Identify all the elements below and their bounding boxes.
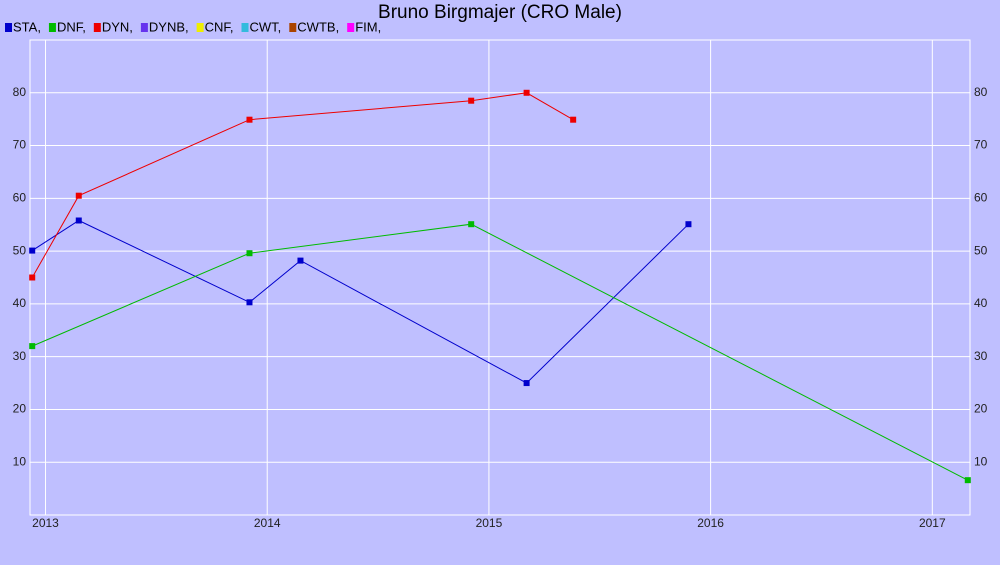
legend-swatch [289, 23, 297, 32]
data-point [468, 97, 475, 104]
y2-tick-label: 30 [974, 349, 988, 363]
data-point [570, 116, 577, 123]
y-tick-label: 40 [13, 296, 27, 310]
x-tick-label: 2016 [697, 516, 724, 530]
x-tick-label: 2015 [476, 516, 503, 530]
data-point [685, 221, 692, 228]
data-point [523, 89, 530, 96]
data-point [29, 247, 36, 254]
legend-swatch [48, 23, 56, 32]
data-point [246, 116, 253, 123]
legend-swatch [347, 23, 355, 32]
legend-swatch [5, 23, 12, 32]
data-point [75, 217, 82, 224]
y-tick-label: 10 [13, 454, 27, 468]
legend-label: CNF, [205, 19, 234, 34]
data-point [246, 250, 253, 257]
y2-tick-label: 50 [974, 243, 988, 257]
legend-label: DYNB, [149, 19, 189, 34]
data-point [468, 221, 475, 228]
data-point [75, 192, 82, 199]
y2-tick-label: 60 [974, 191, 988, 205]
legend-label: DNF, [57, 19, 86, 34]
x-tick-label: 2013 [32, 516, 59, 530]
data-point [246, 299, 253, 306]
data-point [29, 343, 36, 350]
legend-swatch [196, 23, 204, 32]
y2-tick-label: 10 [974, 454, 988, 468]
legend-swatch [241, 23, 249, 32]
legend-label: FIM, [355, 19, 381, 34]
legend-label: STA, [13, 19, 41, 34]
legend-label: CWTB, [297, 19, 339, 34]
chart-title: Bruno Birgmajer (CRO Male) [378, 2, 622, 23]
series-line [31, 219, 689, 384]
data-point [964, 477, 971, 484]
y2-tick-label: 80 [974, 85, 988, 99]
y-tick-label: 30 [13, 349, 27, 363]
y2-tick-label: 70 [974, 138, 988, 152]
y-tick-label: 60 [13, 191, 27, 205]
y-tick-label: 20 [13, 402, 27, 416]
legend-swatch [93, 23, 101, 32]
legend-label: DYN, [102, 19, 133, 34]
x-tick-label: 2014 [254, 516, 281, 530]
data-point [297, 257, 304, 264]
series-line [32, 223, 969, 481]
data-point [523, 380, 530, 387]
legend-swatch [140, 23, 148, 32]
plot-area [29, 39, 971, 516]
y-tick-label: 50 [13, 243, 27, 257]
y-tick-label: 70 [13, 138, 27, 152]
y-tick-label: 80 [13, 85, 27, 99]
y2-tick-label: 20 [974, 402, 988, 416]
series-line [31, 92, 574, 278]
y2-tick-label: 40 [974, 296, 988, 310]
x-tick-label: 2017 [919, 516, 946, 530]
data-point [29, 274, 36, 281]
legend-label: CWT, [250, 19, 282, 34]
